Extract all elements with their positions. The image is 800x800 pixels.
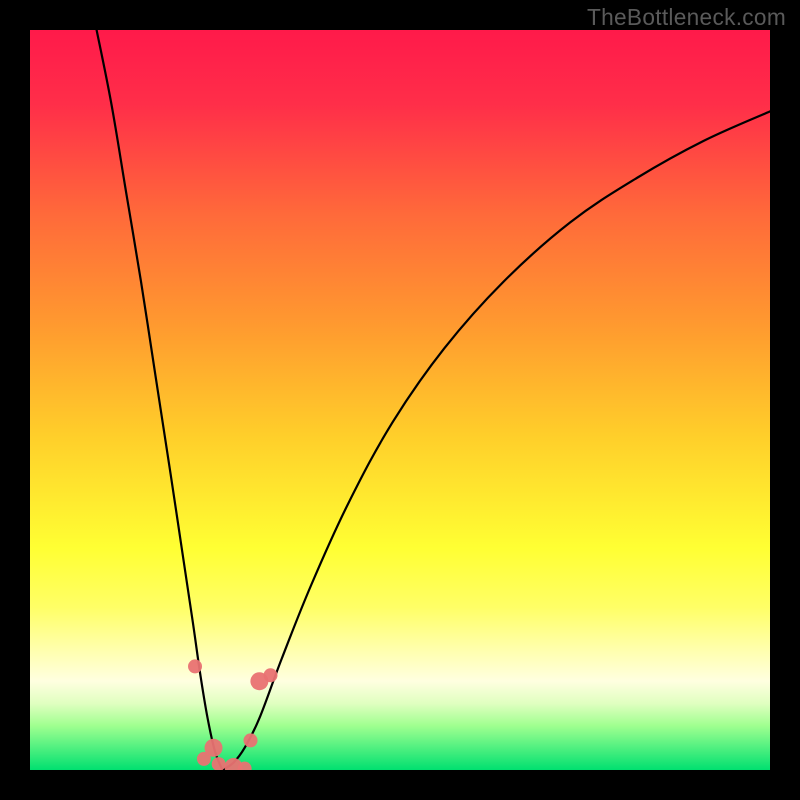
data-marker [212, 757, 226, 771]
data-marker [264, 668, 278, 682]
chart-svg [0, 0, 800, 800]
data-marker [244, 733, 258, 747]
data-marker [188, 659, 202, 673]
data-marker [205, 739, 223, 757]
data-marker [238, 762, 252, 776]
chart-container: TheBottleneck.com [0, 0, 800, 800]
gradient-background [30, 30, 770, 770]
